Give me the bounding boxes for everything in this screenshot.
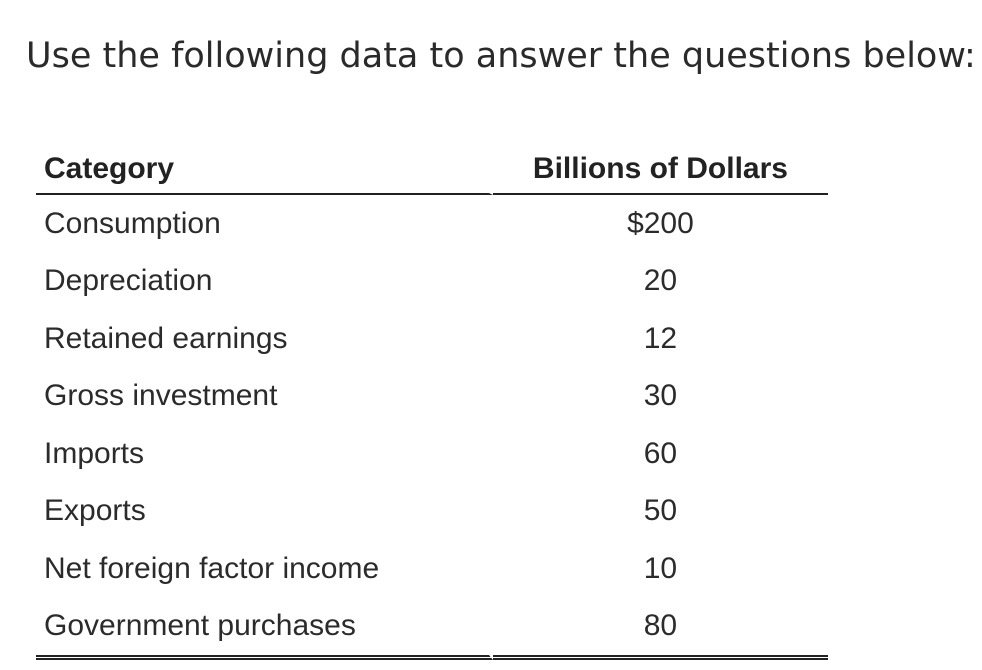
intro-text: Use the following data to answer the que… xyxy=(26,36,976,76)
row-category: Imports xyxy=(44,436,145,470)
table-row: Government purchases 80 xyxy=(36,597,828,660)
row-category: Retained earnings xyxy=(44,321,288,355)
table-row: Consumption $200 xyxy=(36,195,828,253)
row-category: Depreciation xyxy=(44,264,213,298)
table-row: Net foreign factor income 10 xyxy=(36,540,828,598)
header-category: Category xyxy=(36,145,493,195)
row-category: Exports xyxy=(44,494,146,528)
row-value: $200 xyxy=(627,206,694,240)
row-category: Gross investment xyxy=(44,379,278,413)
row-value: 50 xyxy=(643,494,678,528)
row-value: 20 xyxy=(643,264,678,298)
row-category: Government purchases xyxy=(36,597,493,660)
table-row: Depreciation 20 xyxy=(36,253,828,311)
row-category: Consumption xyxy=(44,206,221,240)
row-value: 30 xyxy=(643,379,678,413)
table-row: Gross investment 30 xyxy=(36,368,828,426)
table-row: Exports 50 xyxy=(36,483,828,541)
header-billions-of-dollars: Billions of Dollars xyxy=(492,145,828,195)
row-value: 60 xyxy=(643,436,678,470)
table-row: Imports 60 xyxy=(36,425,828,483)
row-value: 10 xyxy=(643,551,678,585)
row-value: 80 xyxy=(492,598,828,660)
row-category: Net foreign factor income xyxy=(44,551,380,585)
data-table: Category Billions of Dollars Consumption… xyxy=(36,145,828,660)
table-row: Retained earnings 12 xyxy=(36,310,828,368)
row-value: 12 xyxy=(643,321,678,355)
table-header-row: Category Billions of Dollars xyxy=(36,145,828,195)
